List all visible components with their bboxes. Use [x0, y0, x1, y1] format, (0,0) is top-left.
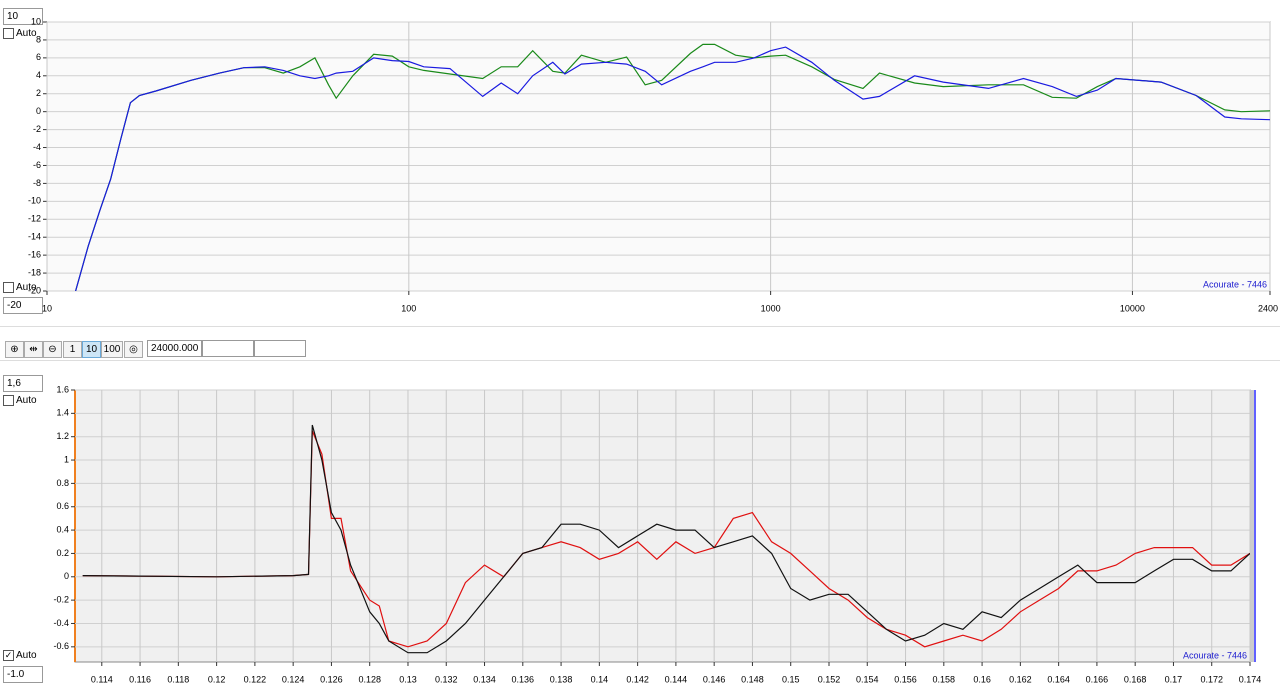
x-tick-label: 0.17: [1165, 674, 1183, 684]
plot-area: [46, 21, 1271, 292]
x-tick-label: 10000: [1120, 303, 1145, 313]
y-tick-label: 1.6: [56, 384, 69, 394]
x-tick-label: 0.164: [1047, 674, 1070, 684]
series-group: [82, 424, 1250, 654]
label: Auto: [16, 650, 37, 661]
y-tick-label: -10: [28, 196, 41, 206]
label: Auto: [16, 282, 37, 293]
x-tick-label: 0.132: [435, 674, 458, 684]
y-tick-label: -4: [33, 142, 41, 152]
y-tick-label: 0.2: [56, 548, 69, 558]
y-tick-label: 0.6: [56, 501, 69, 511]
auto-checkbox[interactable]: Auto: [3, 28, 37, 39]
y-tick-label: 4: [36, 70, 41, 80]
x-tick-label: 0.142: [626, 674, 649, 684]
scale-button[interactable]: 10: [82, 341, 101, 358]
x-tick-label: 0.144: [665, 674, 688, 684]
min-input[interactable]: -20: [3, 297, 43, 314]
x-tick-label: 0.174: [1239, 674, 1262, 684]
y-tick-label: 6: [36, 52, 41, 62]
label: Auto: [16, 28, 37, 39]
x-tick-label: 0.124: [282, 674, 305, 684]
y-tick-label: -14: [28, 232, 41, 242]
x-tick-label: 0.122: [244, 674, 267, 684]
y-tick-label: -12: [28, 214, 41, 224]
zoom-out[interactable]: ⊖: [43, 341, 62, 358]
field[interactable]: 24000.000: [147, 340, 202, 357]
label: Auto: [16, 395, 37, 406]
scale-button[interactable]: 100: [101, 341, 123, 358]
scale-button[interactable]: 1: [63, 341, 82, 358]
x-tick-label: 0.114: [91, 674, 113, 684]
x-tick-label: 0.162: [1009, 674, 1032, 684]
x-tick-label: 0.138: [550, 674, 573, 684]
series-group: [75, 43, 1270, 291]
separator: [0, 326, 1280, 327]
y-tick-label: 0: [64, 571, 69, 581]
y-tick-label: 8: [36, 34, 41, 44]
max-input[interactable]: 10: [3, 8, 43, 25]
y-tick-label: -0.6: [53, 641, 69, 651]
x-tick-label: 0.166: [1086, 674, 1109, 684]
y-tick-label: -2: [33, 124, 41, 134]
y-tick-label: 10: [31, 16, 41, 26]
y-tick-label: -16: [28, 250, 41, 260]
field[interactable]: [254, 340, 306, 357]
y-tick-label: -6: [33, 160, 41, 170]
x-tick-label: 0.148: [741, 674, 764, 684]
y-tick-label: -18: [28, 267, 41, 277]
x-tick-label: 1000: [761, 303, 781, 313]
y-tick-label: 1.4: [56, 408, 69, 418]
x-tick-label: 0.154: [856, 674, 879, 684]
target[interactable]: ◎: [124, 341, 143, 358]
right-margin: [1250, 390, 1255, 662]
x-tick-label: 0.126: [320, 674, 343, 684]
auto-checkbox[interactable]: Auto: [3, 282, 37, 293]
y-tick-label: -20: [28, 285, 41, 295]
series-line: [75, 46, 1270, 291]
x-tick-label: 0.172: [1200, 674, 1223, 684]
fit[interactable]: ⇹: [24, 341, 43, 358]
y-tick-label: 0: [36, 106, 41, 116]
x-tick-label: 0.128: [358, 674, 381, 684]
x-tick-label: 0.16: [973, 674, 991, 684]
annotation: Acourate - 7446: [1203, 279, 1267, 289]
x-tick-label: 0.15: [782, 674, 800, 684]
separator: [0, 360, 1280, 361]
x-tick-label: 10: [42, 303, 52, 313]
y-tick-label: 1.2: [56, 431, 69, 441]
y-tick-label: -0.2: [53, 595, 69, 605]
x-tick-label: 0.136: [512, 674, 535, 684]
auto-checkbox[interactable]: Auto: [3, 395, 37, 406]
x-tick-label: 0.116: [129, 674, 151, 684]
y-tick-label: 0.4: [56, 524, 69, 534]
x-tick-label: 0.152: [818, 674, 841, 684]
auto-checkbox[interactable]: ✓ Auto: [3, 650, 37, 661]
series-line: [82, 424, 1250, 654]
y-tick-label: 2: [36, 88, 41, 98]
x-tick-label: 0.146: [703, 674, 726, 684]
x-tick-label: 0.13: [399, 674, 417, 684]
y-tick-label: -8: [33, 178, 41, 188]
max-input[interactable]: 1,6: [3, 375, 43, 392]
annotation: Acourate - 7446: [1183, 650, 1247, 660]
x-tick-label: 0.118: [167, 674, 189, 684]
min-input[interactable]: -1.0: [3, 666, 43, 683]
x-tick-label: 0.156: [894, 674, 917, 684]
x-tick-label: 0.134: [473, 674, 496, 684]
x-tick-label: 0.158: [933, 674, 956, 684]
y-tick-label: 1: [64, 454, 69, 464]
x-tick-label: 2400: [1258, 303, 1278, 313]
x-tick-label: 0.12: [208, 674, 226, 684]
x-tick-label: 100: [401, 303, 416, 313]
zoom-in[interactable]: ⊕: [5, 341, 24, 358]
field[interactable]: [202, 340, 254, 357]
y-tick-label: -0.4: [53, 618, 69, 628]
x-tick-label: 0.14: [591, 674, 609, 684]
x-tick-label: 0.168: [1124, 674, 1147, 684]
y-tick-label: 0.8: [56, 478, 69, 488]
